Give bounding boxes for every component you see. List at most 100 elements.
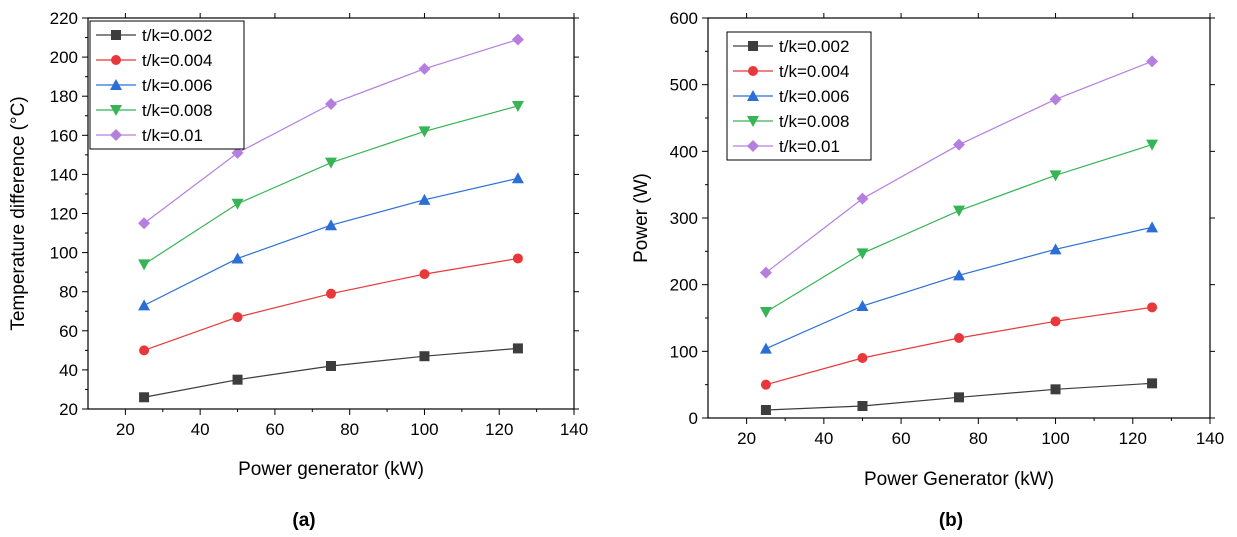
series-line	[143, 347, 518, 398]
x-tick-label: 100	[410, 420, 438, 439]
data-point	[232, 374, 243, 385]
data-point	[954, 392, 964, 403]
y-tick-label: 100	[670, 342, 698, 361]
legend-marker	[748, 41, 758, 51]
legend-label: t/k=0.01	[779, 137, 840, 156]
data-point	[857, 401, 868, 411]
data-point	[1146, 55, 1159, 68]
data-point	[759, 342, 772, 354]
data-point	[138, 299, 151, 311]
series-2	[760, 302, 1158, 390]
legend-marker	[110, 105, 122, 116]
data-point	[511, 33, 524, 46]
y-tick-label: 140	[50, 165, 78, 184]
panel-label: (a)	[292, 510, 315, 531]
y-tick-label: 500	[670, 76, 698, 95]
legend-marker	[747, 90, 759, 101]
series-5	[138, 33, 524, 230]
data-point	[856, 300, 869, 311]
data-point	[954, 333, 964, 343]
data-point	[231, 252, 244, 264]
data-point	[953, 269, 965, 281]
y-tick-label: 200	[50, 48, 78, 67]
y-tick-label: 400	[670, 142, 698, 161]
x-tick-label: 120	[1119, 429, 1147, 448]
data-point	[512, 253, 523, 264]
legend-label: t/k=0.006	[142, 76, 212, 95]
y-tick-label: 160	[50, 126, 78, 145]
data-point	[511, 100, 524, 112]
data-point	[512, 343, 523, 354]
x-tick-label: 120	[485, 420, 513, 439]
series-2	[139, 253, 523, 356]
legend-label: t/k=0.002	[779, 37, 849, 56]
data-point	[1049, 93, 1062, 106]
chart-panel-a: 20 40 60 80 100 120 140 20 40 60 80 100 120 140 160 180…	[8, 9, 588, 531]
data-point	[760, 405, 771, 415]
x-tick-label: 140	[1196, 429, 1224, 448]
data-point	[139, 392, 150, 403]
data-point	[419, 269, 430, 280]
x-tick-label: 20	[737, 429, 756, 448]
x-tick-label: 40	[814, 429, 833, 448]
x-tick-label: 40	[191, 420, 210, 439]
series-5	[759, 55, 1159, 279]
series-line	[143, 257, 519, 351]
x-tick-label: 140	[560, 420, 588, 439]
y-tick-label: 100	[50, 244, 78, 263]
legend-marker	[747, 140, 759, 152]
data-point	[418, 193, 431, 205]
data-point	[953, 138, 965, 151]
series-3	[138, 172, 524, 311]
y-tick-label: 200	[670, 276, 698, 295]
legend: t/k=0.002 t/k=0.004 t/k=0.006 t/k=0.008 t/k=…	[89, 20, 245, 150]
data-point	[232, 312, 243, 323]
data-point	[953, 205, 965, 217]
data-point	[325, 219, 337, 231]
legend-label: t/k=0.01	[142, 126, 203, 145]
series-1	[760, 378, 1158, 415]
data-point	[511, 172, 524, 184]
data-point	[759, 307, 772, 318]
y-tick-label: 180	[50, 87, 78, 106]
legend-marker	[111, 30, 121, 40]
y-tick-label: 40	[59, 361, 78, 380]
data-point	[138, 217, 151, 230]
y-tick-label: 300	[670, 209, 698, 228]
data-point	[1147, 302, 1158, 313]
y-tick-label: 80	[59, 283, 78, 302]
data-point	[326, 360, 336, 371]
series-line	[765, 226, 1153, 350]
legend-marker	[747, 116, 759, 127]
data-point	[1049, 170, 1062, 182]
data-point	[1049, 243, 1062, 255]
y-tick-label: 20	[59, 400, 78, 419]
legend-label: t/k=0.004	[779, 62, 849, 81]
data-point	[1146, 221, 1159, 233]
y-axis-title: Temperature difference (°C)	[8, 96, 29, 330]
x-tick-label: 20	[116, 420, 135, 439]
x-tick-label: 80	[969, 429, 988, 448]
legend-label: t/k=0.008	[142, 101, 212, 120]
series-4	[138, 100, 524, 271]
y-tick-label: 0	[689, 409, 698, 428]
legend-label: t/k=0.008	[779, 112, 849, 131]
legend-marker	[111, 55, 121, 65]
legend: t/k=0.002 t/k=0.004 t/k=0.006 t/k=0.008 t/k=…	[726, 31, 872, 161]
data-point	[759, 266, 772, 279]
data-point	[419, 351, 430, 362]
chart-panel-b: 20 40 60 80 100 120 140 0 100 200 300 400 500 600 Powe…	[631, 9, 1224, 531]
legend-label: t/k=0.002	[142, 26, 212, 45]
data-point	[326, 288, 336, 299]
y-tick-label: 60	[59, 322, 78, 341]
y-tick-label: 220	[50, 9, 78, 28]
data-point	[857, 353, 868, 363]
series-4	[759, 139, 1159, 318]
data-point	[1050, 316, 1061, 327]
data-point	[325, 98, 337, 111]
legend-marker	[110, 79, 122, 90]
data-point	[325, 157, 337, 169]
data-point	[1050, 384, 1061, 395]
data-point	[138, 259, 151, 271]
